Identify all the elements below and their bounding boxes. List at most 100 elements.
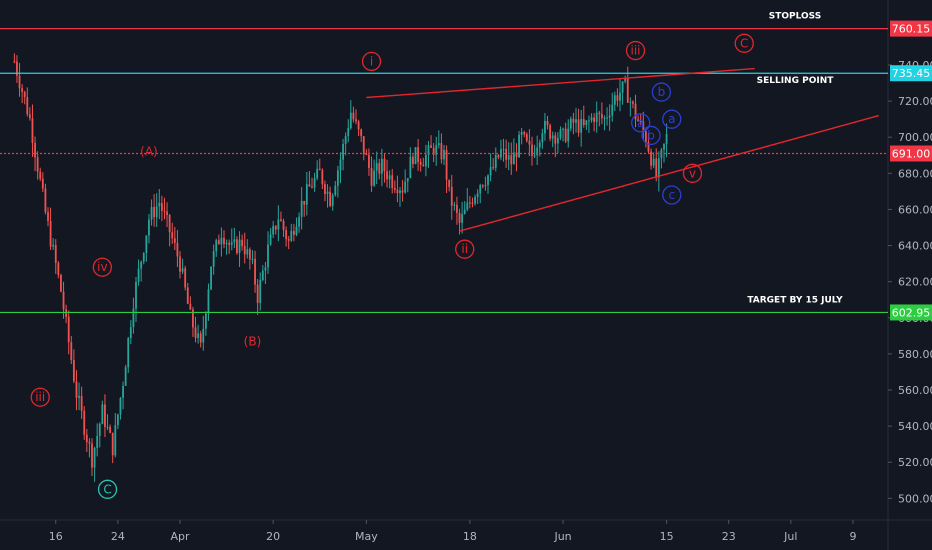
candle-body <box>28 114 31 119</box>
candle-body <box>349 112 352 129</box>
candle-body <box>497 155 500 158</box>
candle-body <box>533 155 536 157</box>
candle-body <box>613 95 616 105</box>
candle-body <box>448 179 451 187</box>
candle-body <box>308 184 311 187</box>
candle-body <box>236 239 238 254</box>
candle-body <box>494 155 497 168</box>
candle-body <box>603 117 606 119</box>
candle-body <box>104 404 106 427</box>
y-tick-label: 520.00 <box>898 456 932 469</box>
candle-body <box>370 167 373 186</box>
candle-body <box>233 239 236 243</box>
candle-body <box>650 151 652 166</box>
wave-label: i <box>370 54 373 68</box>
candle-body <box>171 232 174 239</box>
candle-body <box>18 75 21 89</box>
candle-body <box>414 147 417 164</box>
candle-body <box>292 230 295 235</box>
wave-label: C <box>103 482 111 496</box>
candle-body <box>642 121 645 132</box>
candle-body <box>65 309 68 317</box>
candle-body <box>173 238 176 243</box>
candle-body <box>127 338 130 368</box>
candle-body <box>624 78 627 82</box>
candle-body <box>31 118 34 143</box>
candle-body <box>637 119 640 122</box>
candle-body <box>230 242 233 245</box>
candle-body <box>401 190 404 193</box>
candle-body <box>274 225 277 230</box>
candle-body <box>98 423 101 436</box>
candle-body <box>445 149 448 180</box>
candle-body <box>388 175 391 180</box>
x-tick-label: 9 <box>849 530 856 543</box>
candle-body <box>52 244 55 247</box>
wave-label-circle <box>641 125 661 146</box>
level-annotation: STOPLOSS <box>769 12 822 22</box>
candle-body <box>210 266 212 290</box>
y-tick-label: 700.00 <box>898 131 932 144</box>
wave-label: a <box>637 116 644 130</box>
candle-body <box>220 237 223 245</box>
candle-body <box>474 196 476 204</box>
candle-body <box>466 202 469 210</box>
candle-body <box>626 78 629 103</box>
x-tick-label: 15 <box>660 530 674 543</box>
candle-body <box>399 190 401 194</box>
wave-label: (B) <box>244 334 262 348</box>
candle-body <box>336 170 339 186</box>
candle-body <box>634 103 637 120</box>
candle-body <box>155 206 158 218</box>
candle-body <box>129 327 132 339</box>
candle-body <box>365 153 368 155</box>
level-annotation: SELLING POINT <box>757 76 835 86</box>
candle-body <box>443 149 445 160</box>
candle-body <box>406 178 409 182</box>
price-badge-label: 760.15 <box>892 23 931 36</box>
candle-body <box>75 381 78 398</box>
candle-body <box>199 333 202 343</box>
x-tick-label: May <box>355 530 378 543</box>
x-tick-label: 24 <box>111 530 125 543</box>
y-tick-label: 620.00 <box>898 276 932 289</box>
wave-label-circle <box>97 479 118 499</box>
candle-body <box>344 136 347 145</box>
candle-body <box>280 219 282 221</box>
candle-body <box>300 200 303 217</box>
candle-body <box>440 143 443 160</box>
price-badge <box>890 20 932 37</box>
candle-body <box>186 287 189 304</box>
candle-body <box>352 112 355 120</box>
trendline <box>459 114 880 232</box>
candle-body <box>492 167 495 169</box>
candle-body <box>567 128 570 142</box>
wave-label: v <box>689 166 696 180</box>
candle-body <box>655 158 658 178</box>
candle-body <box>287 239 290 241</box>
candle-body <box>101 404 104 424</box>
candle-body <box>150 207 153 220</box>
candle-body <box>409 156 412 179</box>
candle-body <box>111 432 114 456</box>
candle-body <box>663 144 665 150</box>
candle-body <box>479 185 482 194</box>
price-badge <box>890 65 932 82</box>
candle-body <box>80 395 83 411</box>
candle-body <box>197 333 200 338</box>
y-tick-label: 560.00 <box>898 384 932 397</box>
candle-body <box>109 426 112 433</box>
candle-body <box>23 91 26 98</box>
wave-label: a <box>668 112 675 126</box>
candle-body <box>606 117 608 119</box>
candle-body <box>396 189 399 194</box>
candle-body <box>91 443 93 468</box>
candle-body <box>580 119 583 133</box>
candle-body <box>303 200 306 205</box>
candle-body <box>318 168 321 171</box>
candle-body <box>194 327 197 338</box>
candle-body <box>536 147 539 156</box>
candle-body <box>422 164 425 167</box>
